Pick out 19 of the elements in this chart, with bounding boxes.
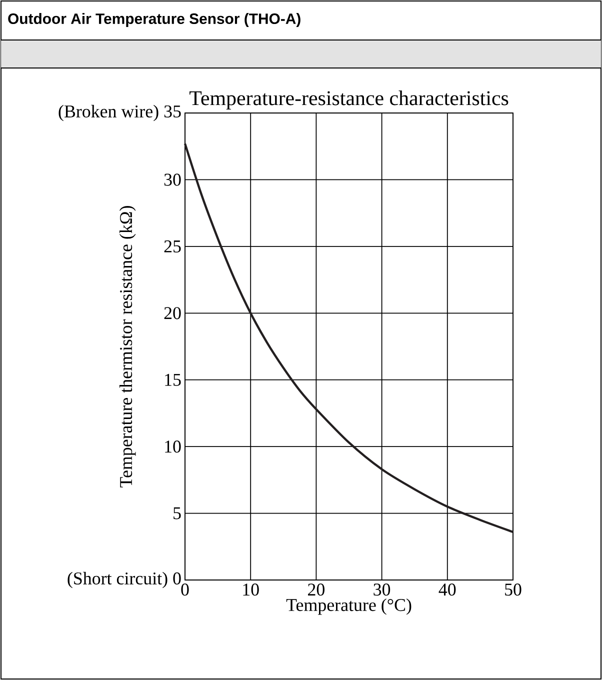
text: Outdoor Air Temperature Sensor (THO-A): [8, 13, 300, 27]
chart-title: Temperature-resistance characteristics: [190, 90, 508, 110]
x-tick-label: 40: [438, 584, 456, 596]
y-tick-label: (Broken wire) 35: [58, 104, 181, 122]
x-axis-title: Temperature (°C): [286, 598, 412, 615]
y-tick-label: 30: [164, 174, 181, 186]
x-tick-label: 0: [181, 584, 189, 596]
y-tick-label: 5: [174, 507, 181, 520]
y-tick-label: 25: [164, 240, 181, 252]
y-tick-label: 10: [165, 440, 181, 453]
x-tick-label: 30: [374, 584, 390, 596]
x-tick-label: 10: [243, 584, 259, 596]
y-tick-label: 15: [165, 374, 181, 386]
x-tick-label: 20: [308, 584, 324, 596]
y-tick-label: (Short circuit) 0: [68, 572, 181, 588]
x-tick-label: 50: [505, 584, 522, 596]
y-tick-label: 20: [164, 307, 181, 320]
y-axis-title: Temperature thermistor resistance (kΩ): [119, 206, 136, 488]
line-series: [184, 142, 514, 534]
